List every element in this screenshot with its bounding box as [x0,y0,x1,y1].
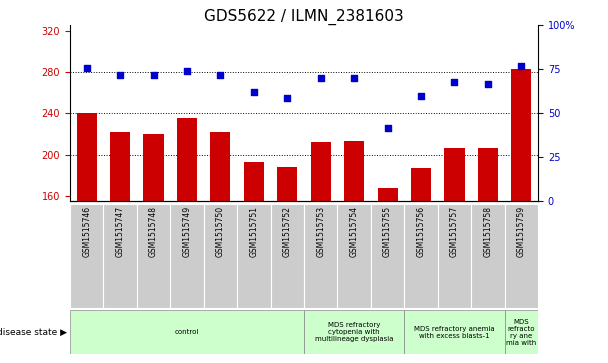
Text: GSM1515753: GSM1515753 [316,206,325,257]
Bar [511,69,531,201]
Bar [70,310,304,354]
Bar [77,114,97,201]
Text: GSM1515752: GSM1515752 [283,206,292,257]
Bar [344,142,364,201]
Bar [271,204,304,308]
Bar [103,204,137,308]
Bar [244,162,264,201]
Bar [170,204,204,308]
Text: GSM1515746: GSM1515746 [82,206,91,257]
Text: GSM1515750: GSM1515750 [216,206,225,257]
Bar [110,132,130,201]
Point [148,72,158,78]
Bar [70,204,103,308]
Bar [277,167,297,201]
Bar [411,168,431,201]
Bar [378,188,398,201]
Bar [210,132,230,201]
Point [449,79,460,85]
Bar [478,148,498,201]
Point [416,93,426,99]
Point [349,75,359,81]
Point [383,125,393,130]
Bar [204,204,237,308]
Point [81,65,91,70]
Title: GDS5622 / ILMN_2381603: GDS5622 / ILMN_2381603 [204,9,404,25]
Bar [304,204,337,308]
Bar [505,204,538,308]
Text: GSM1515754: GSM1515754 [350,206,359,257]
Text: GSM1515749: GSM1515749 [182,206,192,257]
Bar [337,204,371,308]
Bar [237,204,271,308]
Bar [471,204,505,308]
Bar [137,204,170,308]
Point [517,63,527,69]
Point [215,72,225,78]
Bar [143,134,164,201]
Point [249,89,259,95]
Bar [177,118,197,201]
Point [115,72,125,78]
Text: MDS refractory
cytopenia with
multilineage dysplasia: MDS refractory cytopenia with multilinea… [315,322,393,342]
Bar [371,204,404,308]
Text: control: control [174,329,199,335]
Text: GSM1515759: GSM1515759 [517,206,526,257]
Bar [404,310,505,354]
Bar [311,142,331,201]
Bar [404,204,438,308]
Text: MDS refractory anemia
with excess blasts-1: MDS refractory anemia with excess blasts… [414,326,495,339]
Point [182,68,192,74]
Point [483,81,493,86]
Text: GSM1515757: GSM1515757 [450,206,459,257]
Text: GSM1515755: GSM1515755 [383,206,392,257]
Bar [505,310,538,354]
Text: GSM1515751: GSM1515751 [249,206,258,257]
Bar [444,148,465,201]
Text: GSM1515748: GSM1515748 [149,206,158,257]
Point [282,95,292,101]
Text: disease state ▶: disease state ▶ [0,328,67,337]
Bar [304,310,404,354]
Bar [438,204,471,308]
Point [316,75,326,81]
Text: GSM1515756: GSM1515756 [416,206,426,257]
Text: MDS
refracto
ry ane
mia with: MDS refracto ry ane mia with [506,319,536,346]
Text: GSM1515747: GSM1515747 [116,206,125,257]
Text: GSM1515758: GSM1515758 [483,206,492,257]
